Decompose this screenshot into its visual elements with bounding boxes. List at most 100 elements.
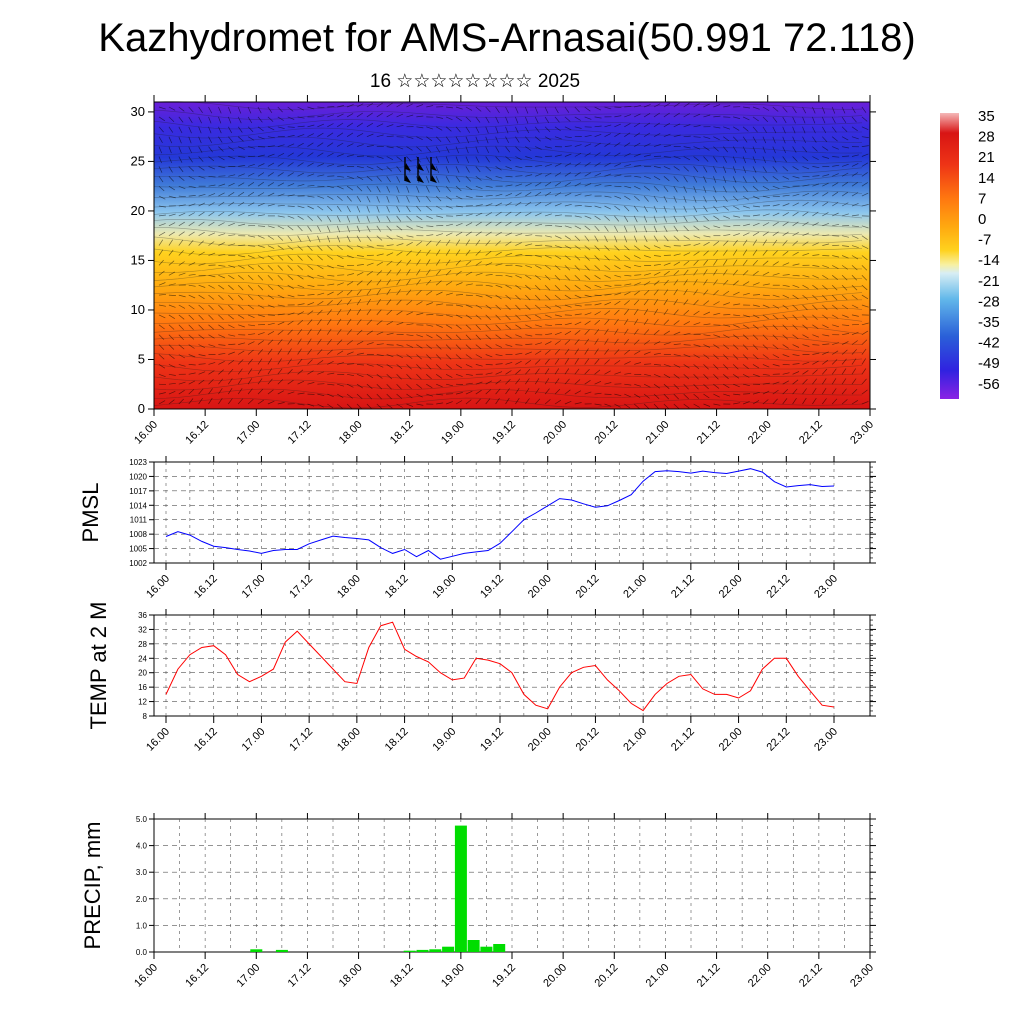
wind-barb	[683, 374, 690, 380]
wind-barb	[574, 106, 580, 113]
wind-barb	[802, 202, 809, 207]
wind-barb	[267, 225, 275, 229]
wind-barb	[416, 126, 424, 129]
y-tick-label: 32	[138, 625, 147, 634]
wind-barb	[861, 235, 868, 240]
wind-barb	[475, 354, 483, 359]
wind-barb	[663, 195, 668, 203]
wind-barb	[643, 289, 650, 296]
wind-barb	[158, 231, 166, 237]
wind-barb	[267, 339, 274, 345]
wind-barb	[158, 344, 165, 350]
wind-barb	[723, 354, 729, 360]
wind-barb	[743, 292, 750, 296]
wind-barb	[247, 399, 254, 405]
wind-barb	[782, 175, 790, 180]
wind-barb	[822, 212, 829, 217]
wind-barb	[752, 314, 760, 319]
wind-barb	[445, 259, 451, 266]
wind-barb	[495, 136, 499, 144]
wind-barb	[495, 116, 499, 124]
wind-barb	[723, 269, 728, 276]
wind-barb	[861, 182, 868, 187]
wind-barb	[228, 334, 236, 337]
wind-barb	[782, 304, 789, 310]
wind-barb	[584, 265, 590, 271]
wind-barb	[485, 274, 493, 276]
wind-barb	[158, 324, 165, 330]
wind-barb	[831, 378, 837, 385]
wind-barb	[643, 329, 650, 335]
wind-barb	[505, 388, 510, 395]
wind-barb	[168, 271, 176, 276]
wind-barb	[812, 344, 820, 346]
wind-barb	[277, 162, 284, 167]
wind-barb	[495, 231, 502, 237]
wind-barb	[495, 251, 502, 256]
wind-barb	[158, 373, 166, 378]
wind-barb	[465, 116, 472, 123]
wind-barb	[594, 328, 600, 335]
wind-barb	[426, 146, 431, 153]
wind-barb	[218, 265, 226, 267]
wind-barb	[812, 233, 820, 237]
wind-barb	[861, 265, 868, 271]
x-tick-label: 21.12	[695, 419, 723, 447]
wind-barb	[515, 274, 522, 279]
wind-barb	[752, 294, 761, 296]
wind-barb	[307, 302, 315, 306]
wind-barb	[841, 314, 849, 318]
wind-barb	[218, 388, 223, 395]
wind-barb	[752, 400, 760, 405]
wind-barb	[594, 106, 602, 111]
wind-barb	[624, 338, 629, 345]
y-tick-label: 5	[138, 351, 145, 366]
wind-barb	[822, 275, 829, 280]
wind-barb	[376, 309, 382, 316]
wind-barb	[535, 212, 542, 217]
wind-barb	[158, 259, 164, 266]
wind-barb	[277, 215, 285, 218]
wind-barb	[346, 318, 352, 325]
wind-barb	[208, 175, 216, 178]
wind-barb	[307, 359, 313, 365]
x-tick-label: 19.00	[439, 419, 467, 447]
wind-barb	[465, 185, 473, 191]
wind-barb	[198, 221, 205, 227]
wind-barb	[554, 245, 562, 248]
wind-barb	[624, 291, 631, 296]
wind-barb	[614, 115, 622, 118]
wind-barb	[228, 351, 235, 355]
wind-barb	[455, 324, 462, 330]
wind-barb	[663, 403, 670, 410]
wind-barb	[307, 245, 313, 251]
wind-barb	[584, 215, 592, 219]
wind-barb	[782, 372, 790, 375]
wind-barb	[396, 279, 401, 286]
wind-barb	[237, 359, 244, 365]
wind-barb	[297, 116, 305, 119]
wind-barb	[465, 106, 473, 111]
wind-barb	[178, 324, 184, 331]
wind-barb	[485, 221, 492, 227]
wind-barb	[782, 334, 789, 340]
wind-barb	[416, 344, 423, 349]
wind-barb	[168, 304, 176, 308]
wind-barb	[673, 343, 681, 345]
wind-barb	[802, 397, 807, 405]
wind-barb	[792, 211, 799, 217]
wind-barb	[772, 314, 779, 320]
precip-bar	[493, 944, 506, 952]
wind-barb	[782, 389, 789, 395]
precip-bar	[442, 946, 455, 952]
wind-barb	[396, 166, 402, 173]
wind-barb	[327, 106, 335, 108]
wind-barb	[822, 201, 829, 207]
wind-barb	[475, 106, 482, 112]
wind-barb	[435, 259, 441, 266]
wind-barb	[534, 116, 539, 124]
x-tick-label: 18.00	[335, 573, 363, 601]
wind-barb	[643, 245, 651, 250]
wind-barb	[564, 255, 571, 261]
wind-barb	[515, 183, 523, 187]
